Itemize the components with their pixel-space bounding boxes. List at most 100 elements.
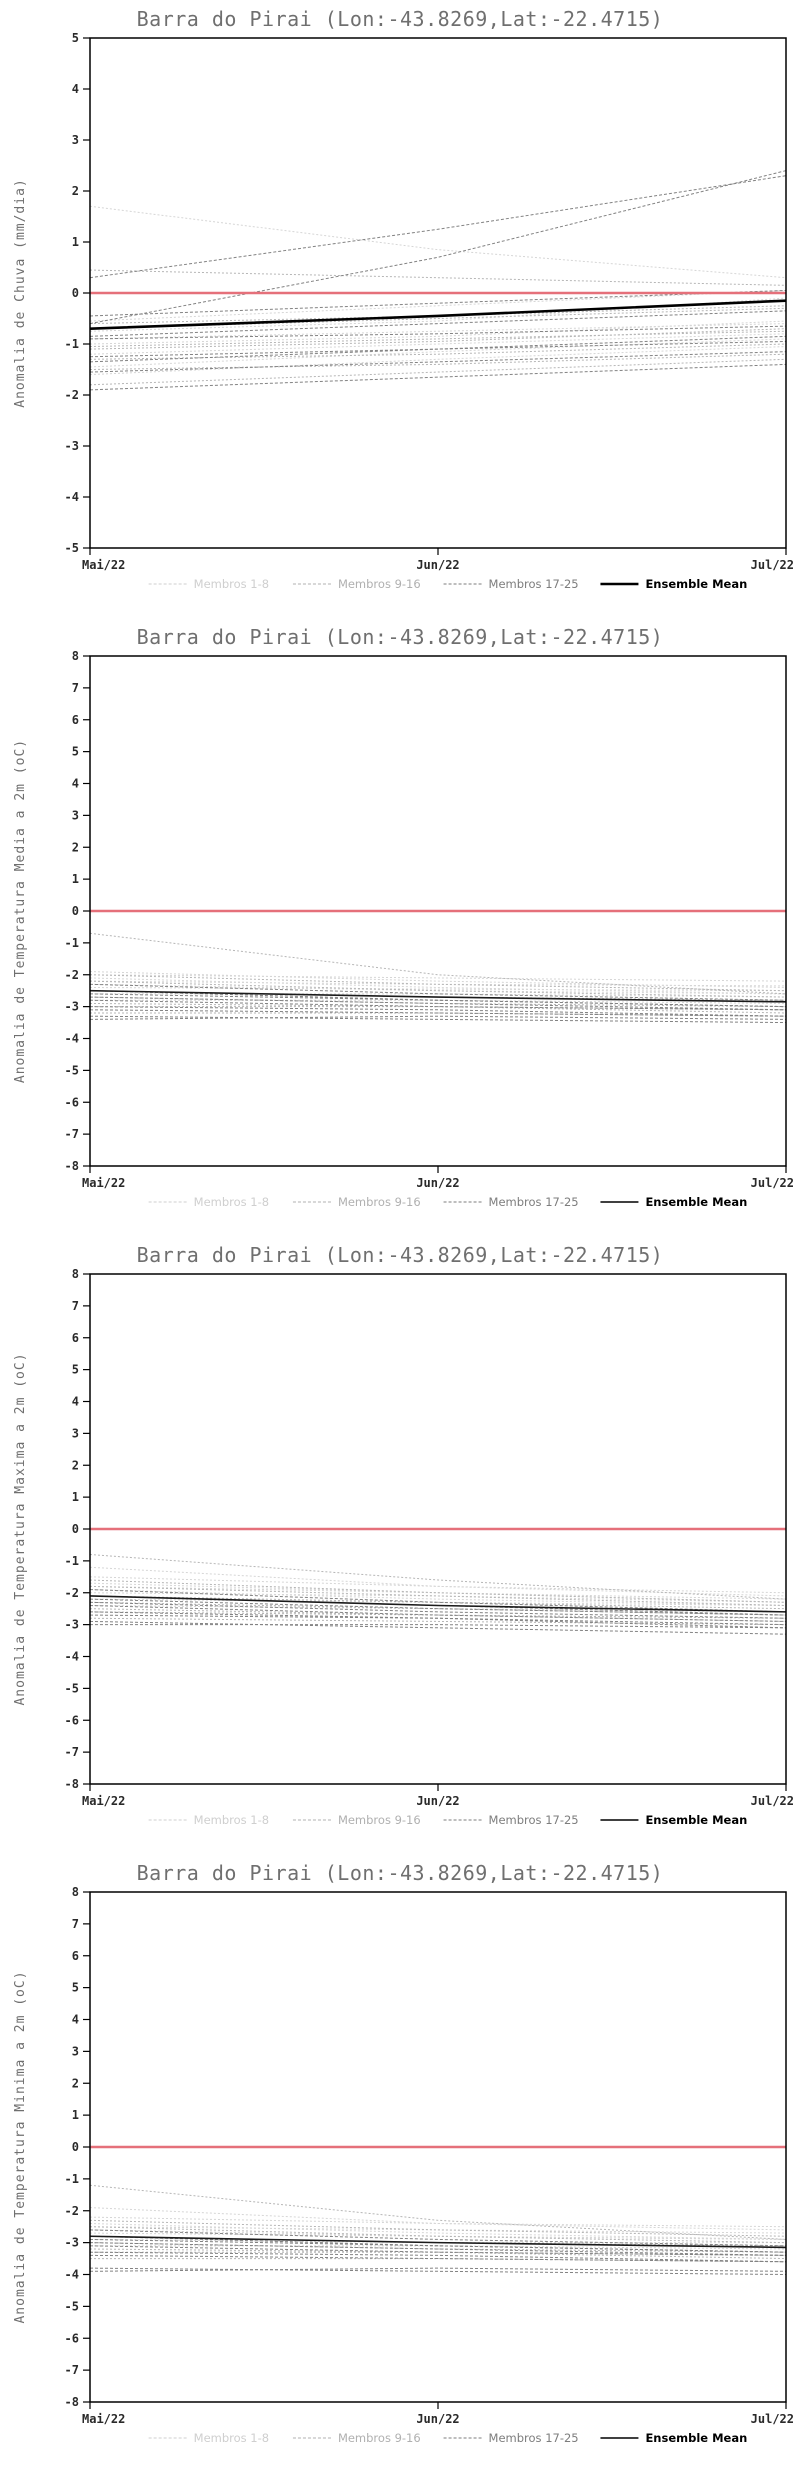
svg-text:-4: -4 [65, 490, 79, 504]
svg-text:-5: -5 [65, 1063, 79, 1077]
svg-text:Mai/22: Mai/22 [82, 1794, 125, 1808]
svg-text:Ensemble Mean: Ensemble Mean [645, 1195, 747, 1209]
svg-text:Anomalia de Temperatura Maxima: Anomalia de Temperatura Maxima a 2m (oC) [13, 1352, 28, 1705]
svg-text:3: 3 [72, 2044, 79, 2058]
svg-text:-2: -2 [65, 2204, 79, 2218]
chart-title: Barra do Pirai (Lon:-43.8269,Lat:-22.471… [136, 1243, 664, 1267]
svg-text:5: 5 [72, 1363, 79, 1377]
svg-text:Membros 9-16: Membros 9-16 [338, 1813, 421, 1827]
svg-text:Membros 1-8: Membros 1-8 [194, 577, 269, 591]
chart-title: Barra do Pirai (Lon:-43.8269,Lat:-22.471… [136, 625, 664, 649]
svg-text:3: 3 [72, 133, 79, 147]
svg-text:Anomalia de Temperatura Media: Anomalia de Temperatura Media a 2m (oC) [13, 739, 28, 1083]
svg-text:Ensemble Mean: Ensemble Mean [645, 2431, 747, 2445]
svg-text:1: 1 [72, 872, 79, 886]
svg-text:Jul/22: Jul/22 [751, 1176, 794, 1190]
svg-text:5: 5 [72, 32, 79, 45]
svg-text:6: 6 [72, 1949, 79, 1963]
svg-text:7: 7 [72, 681, 79, 695]
svg-text:Jun/22: Jun/22 [416, 2412, 459, 2426]
svg-text:Jul/22: Jul/22 [751, 558, 794, 572]
svg-text:Membros 17-25: Membros 17-25 [489, 1813, 579, 1827]
svg-text:-3: -3 [65, 439, 79, 453]
svg-text:2: 2 [72, 1458, 79, 1472]
svg-text:-5: -5 [65, 2299, 79, 2313]
svg-text:-1: -1 [65, 936, 79, 950]
svg-text:-4: -4 [65, 1650, 79, 1664]
chart-panel-max-temp-anomaly: Barra do Pirai (Lon:-43.8269,Lat:-22.471… [0, 1236, 800, 1854]
svg-text:7: 7 [72, 1299, 79, 1313]
svg-text:Membros 1-8: Membros 1-8 [194, 1195, 269, 1209]
svg-text:-6: -6 [65, 1713, 79, 1727]
svg-text:-8: -8 [65, 1159, 79, 1173]
svg-text:-3: -3 [65, 1000, 79, 1014]
svg-text:Anomalia de Temperatura Minima: Anomalia de Temperatura Minima a 2m (oC) [13, 1970, 28, 2323]
chart-panel-rain-anomaly: Barra do Pirai (Lon:-43.8269,Lat:-22.471… [0, 0, 800, 618]
svg-text:-3: -3 [65, 1618, 79, 1632]
svg-text:Membros 9-16: Membros 9-16 [338, 1195, 421, 1209]
svg-text:-1: -1 [65, 1554, 79, 1568]
svg-text:0: 0 [72, 1522, 79, 1536]
svg-text:0: 0 [72, 2140, 79, 2154]
svg-text:Mai/22: Mai/22 [82, 558, 125, 572]
svg-text:-2: -2 [65, 968, 79, 982]
svg-text:Mai/22: Mai/22 [82, 1176, 125, 1190]
svg-text:-8: -8 [65, 2395, 79, 2409]
svg-text:-7: -7 [65, 1127, 79, 1141]
svg-text:3: 3 [72, 808, 79, 822]
svg-text:Jun/22: Jun/22 [416, 1176, 459, 1190]
svg-text:-1: -1 [65, 2172, 79, 2186]
svg-text:0: 0 [72, 904, 79, 918]
svg-text:Ensemble Mean: Ensemble Mean [645, 1813, 747, 1827]
svg-text:7: 7 [72, 1917, 79, 1931]
svg-text:Mai/22: Mai/22 [82, 2412, 125, 2426]
svg-text:2: 2 [72, 184, 79, 198]
svg-text:2: 2 [72, 840, 79, 854]
svg-text:-8: -8 [65, 1777, 79, 1791]
svg-text:0: 0 [72, 286, 79, 300]
svg-text:Jun/22: Jun/22 [416, 1794, 459, 1808]
svg-text:6: 6 [72, 1331, 79, 1345]
svg-text:1: 1 [72, 235, 79, 249]
svg-text:-4: -4 [65, 1032, 79, 1046]
chart-title: Barra do Pirai (Lon:-43.8269,Lat:-22.471… [136, 7, 664, 31]
svg-text:-6: -6 [65, 2331, 79, 2345]
svg-text:6: 6 [72, 713, 79, 727]
svg-text:Jul/22: Jul/22 [751, 1794, 794, 1808]
svg-text:4: 4 [72, 82, 79, 96]
svg-text:Membros 9-16: Membros 9-16 [338, 2431, 421, 2445]
chart-panel-mean-temp-anomaly: Barra do Pirai (Lon:-43.8269,Lat:-22.471… [0, 618, 800, 1236]
chart-panel-min-temp-anomaly: Barra do Pirai (Lon:-43.8269,Lat:-22.471… [0, 1854, 800, 2472]
svg-text:Membros 9-16: Membros 9-16 [338, 577, 421, 591]
svg-text:1: 1 [72, 2108, 79, 2122]
svg-text:Anomalia de Chuva (mm/dia): Anomalia de Chuva (mm/dia) [13, 178, 28, 408]
svg-text:8: 8 [72, 1886, 79, 1899]
svg-text:4: 4 [72, 2013, 79, 2027]
svg-text:-5: -5 [65, 1681, 79, 1695]
svg-text:8: 8 [72, 1268, 79, 1281]
svg-text:3: 3 [72, 1426, 79, 1440]
max-temp-anomaly-chart: -8 -7 -6 -5 -4 -3 -2 -1 0 1 2 3 4 5 6 7 8 Mai/22 Jun/22 Jul… [13, 1268, 794, 1827]
svg-text:Membros 17-25: Membros 17-25 [489, 577, 579, 591]
svg-text:5: 5 [72, 745, 79, 759]
svg-text:Jul/22: Jul/22 [751, 2412, 794, 2426]
svg-text:Membros 17-25: Membros 17-25 [489, 2431, 579, 2445]
svg-text:-2: -2 [65, 1586, 79, 1600]
svg-text:5: 5 [72, 1981, 79, 1995]
svg-text:4: 4 [72, 1395, 79, 1409]
svg-text:-3: -3 [65, 2236, 79, 2250]
svg-text:2: 2 [72, 2076, 79, 2090]
svg-text:8: 8 [72, 650, 79, 663]
svg-text:-4: -4 [65, 2268, 79, 2282]
svg-text:Membros 17-25: Membros 17-25 [489, 1195, 579, 1209]
svg-text:-1: -1 [65, 337, 79, 351]
svg-text:-7: -7 [65, 2363, 79, 2377]
svg-text:Membros 1-8: Membros 1-8 [194, 1813, 269, 1827]
svg-text:-6: -6 [65, 1095, 79, 1109]
svg-text:4: 4 [72, 777, 79, 791]
svg-text:-7: -7 [65, 1745, 79, 1759]
svg-text:1: 1 [72, 1490, 79, 1504]
chart-title: Barra do Pirai (Lon:-43.8269,Lat:-22.471… [136, 1861, 664, 1885]
svg-text:-2: -2 [65, 388, 79, 402]
